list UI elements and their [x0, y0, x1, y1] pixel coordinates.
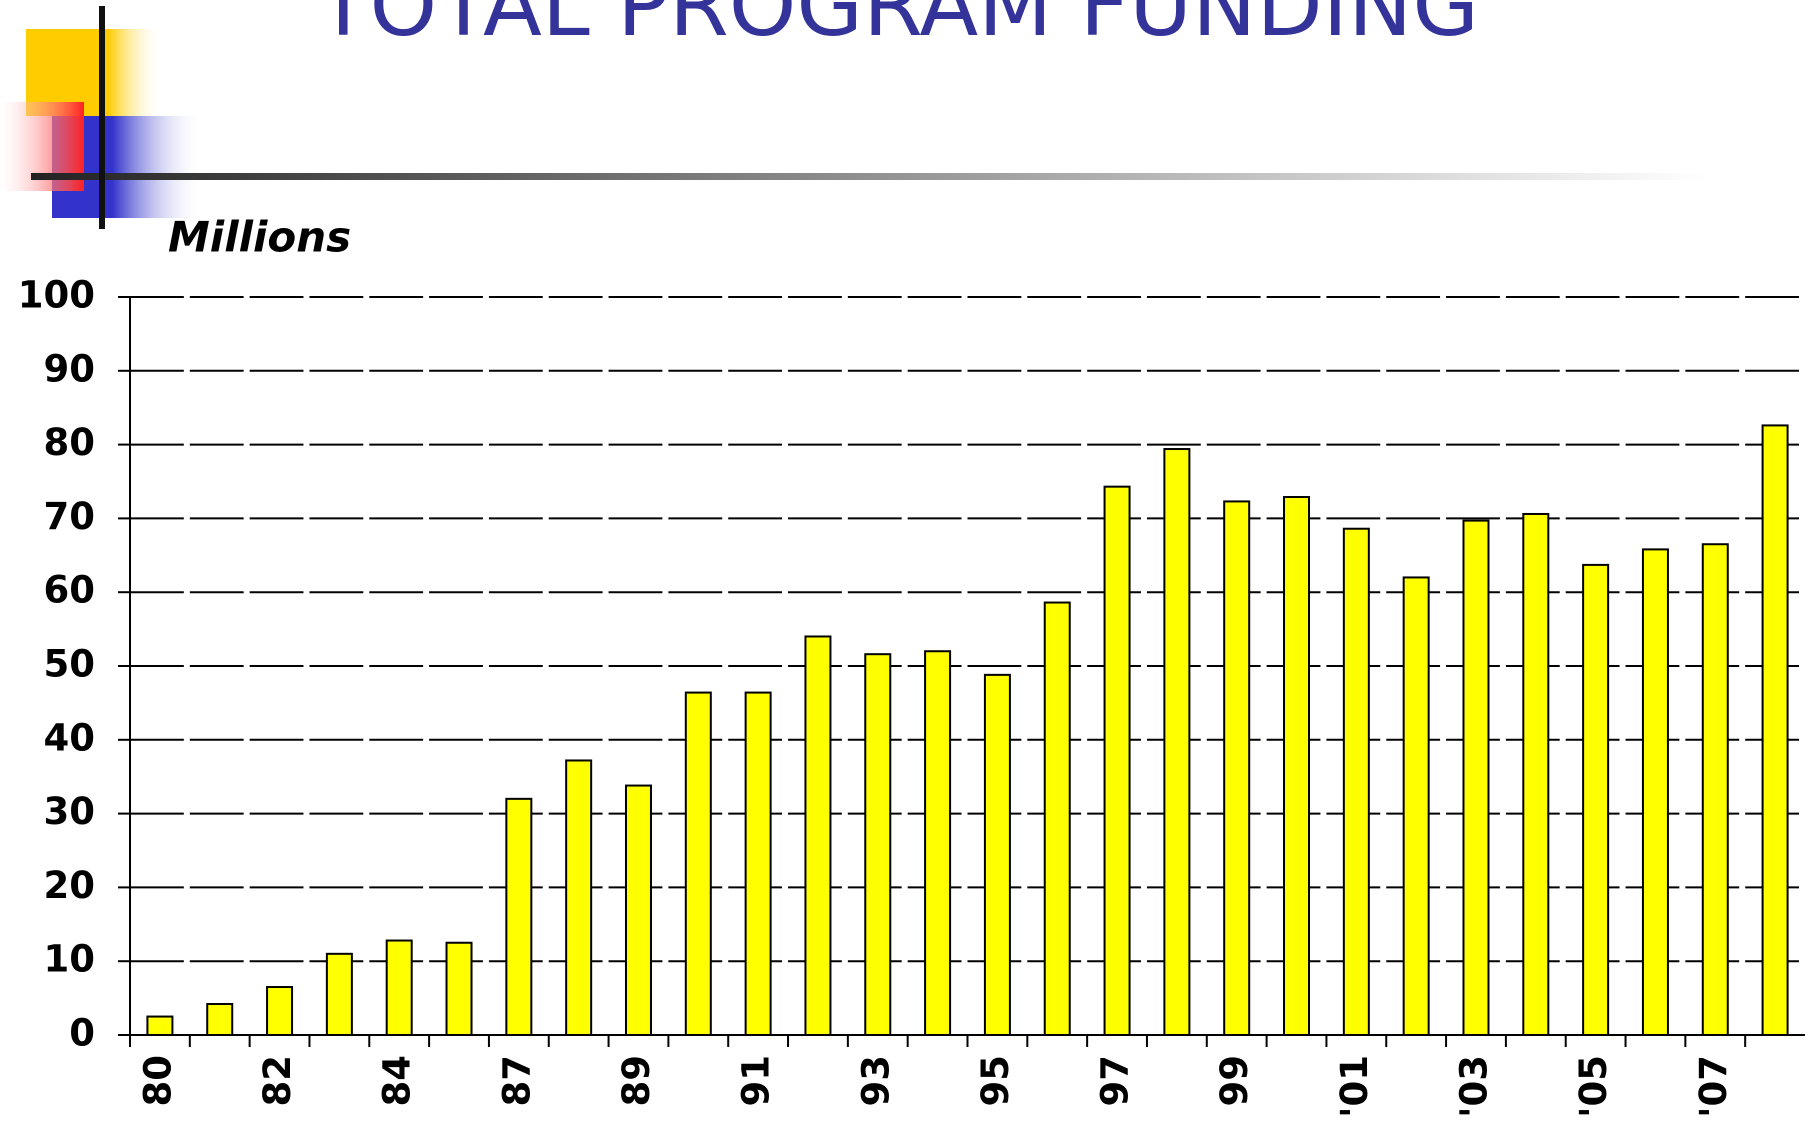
y-tick-label: 30 — [44, 790, 96, 833]
y-tick-label: 100 — [18, 274, 95, 317]
x-tick-label: 87 — [495, 1055, 538, 1107]
decoration — [0, 6, 1706, 229]
bar — [1701, 543, 1729, 1036]
bar — [1582, 563, 1610, 1036]
x-tick-label: '03 — [1452, 1055, 1495, 1118]
bar — [1103, 485, 1131, 1036]
x-tick-label: 82 — [256, 1055, 299, 1107]
bar — [206, 1003, 234, 1037]
x-tick-label: 93 — [854, 1055, 897, 1107]
bar — [744, 691, 772, 1036]
bar — [385, 939, 413, 1037]
bar — [624, 784, 652, 1037]
x-tick-label: 91 — [735, 1055, 778, 1107]
bar — [325, 952, 353, 1037]
bar — [1163, 448, 1191, 1036]
bar — [505, 797, 533, 1037]
bar — [1043, 601, 1071, 1036]
x-tick-label: 97 — [1094, 1055, 1137, 1107]
bar — [1522, 512, 1550, 1036]
y-tick-label: 90 — [44, 347, 96, 390]
bar — [1462, 519, 1490, 1036]
x-tick-label: 89 — [615, 1055, 658, 1107]
y-axis-label: Millions — [168, 213, 351, 262]
bar — [1641, 548, 1669, 1036]
y-tick-label: 50 — [44, 643, 96, 686]
bar — [864, 653, 892, 1037]
bar — [1402, 576, 1430, 1036]
bar — [445, 941, 473, 1036]
bar — [684, 691, 712, 1036]
bar — [1342, 527, 1370, 1036]
y-tick-label: 40 — [44, 716, 96, 759]
bar — [565, 759, 593, 1036]
y-tick-label: 70 — [44, 495, 96, 538]
y-tick-label: 80 — [44, 421, 96, 464]
x-tick-label: '07 — [1692, 1055, 1735, 1118]
y-tick-label: 0 — [69, 1012, 95, 1055]
bar — [983, 673, 1011, 1037]
x-tick-label: 99 — [1213, 1055, 1256, 1107]
bar — [924, 650, 952, 1036]
x-tick-label: 80 — [136, 1055, 179, 1107]
y-tick-label: 10 — [44, 938, 96, 981]
bar — [1223, 500, 1251, 1036]
chart-title: TOTAL PROGRAM FUNDING — [316, 0, 1479, 56]
bar — [804, 635, 832, 1036]
x-tick-label: '01 — [1333, 1055, 1376, 1118]
x-tick-label: '05 — [1572, 1055, 1615, 1118]
bar — [1761, 424, 1789, 1036]
y-tick-label: 60 — [44, 569, 96, 612]
x-tick-label: 84 — [376, 1055, 419, 1107]
bar — [266, 986, 294, 1037]
y-tick-label: 20 — [44, 864, 96, 907]
bar — [1283, 495, 1311, 1036]
bar — [146, 1015, 174, 1036]
x-tick-label: 95 — [974, 1055, 1017, 1107]
